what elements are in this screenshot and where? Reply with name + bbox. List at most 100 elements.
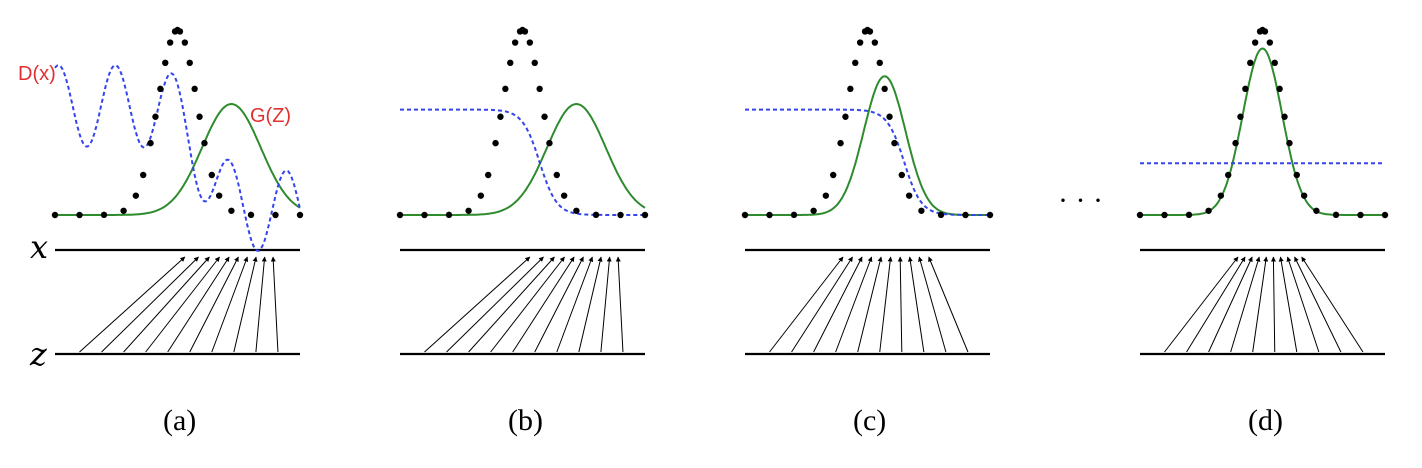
data-distribution-point	[132, 192, 140, 199]
mapping-arrow	[255, 256, 267, 353]
data-distribution-point	[546, 139, 553, 147]
data-distribution-point	[272, 211, 279, 219]
generator-density-curve	[1140, 47, 1385, 216]
mapping-arrow	[791, 256, 853, 353]
mapping-arrow	[123, 256, 210, 353]
data-distribution-point	[876, 59, 883, 67]
data-distribution-point	[962, 211, 969, 219]
data-distribution-point	[181, 39, 189, 46]
panel-caption: (b)	[508, 404, 543, 437]
data-distribution-point	[208, 171, 215, 179]
data-distribution-point	[162, 59, 169, 67]
mapping-arrow	[918, 256, 947, 353]
mapping-arrow	[615, 256, 624, 353]
mapping-arrow	[928, 256, 969, 353]
data-distribution-point	[856, 39, 864, 46]
mapping-arrow	[233, 256, 258, 353]
data-distribution-point	[1205, 207, 1212, 214]
data-distribution-point	[536, 85, 543, 93]
mapping-arrow	[167, 256, 230, 353]
mapping-arrow	[1208, 256, 1253, 353]
data-distribution-point	[1286, 139, 1293, 147]
discriminator-curve	[400, 108, 645, 216]
data-distribution-point	[485, 171, 492, 179]
data-distribution-point	[120, 207, 127, 214]
panel-d: (d)	[1136, 26, 1389, 437]
data-distribution-point	[201, 139, 208, 147]
mapping-arrow	[512, 256, 575, 353]
generator-density-curve	[400, 102, 646, 216]
data-distribution-point	[741, 211, 749, 219]
data-distribution-point	[1293, 171, 1301, 179]
data-distribution-point	[852, 59, 859, 67]
data-distribution-point	[215, 192, 223, 199]
mapping-arrow	[907, 256, 925, 353]
mapping-arrow	[879, 256, 893, 353]
panel-c: (c)	[741, 26, 994, 437]
data-distribution-point	[1225, 171, 1232, 179]
data-distribution-point	[790, 211, 798, 219]
data-distribution-point	[560, 192, 568, 199]
generator-density-curve	[55, 102, 301, 216]
data-distribution-point	[1217, 192, 1225, 199]
data-distribution-point	[822, 192, 830, 199]
data-distribution-point	[937, 211, 945, 219]
data-distribution-point	[766, 211, 773, 219]
data-distribution-point	[526, 39, 534, 46]
data-distribution-point	[502, 85, 509, 93]
data-distribution-point	[830, 171, 837, 179]
mapping-arrow	[1186, 256, 1246, 353]
data-distribution-point	[1381, 211, 1389, 219]
discriminator-annotation: D(x)	[18, 63, 56, 85]
data-distribution-point	[1161, 211, 1168, 219]
data-distribution-point	[247, 211, 255, 219]
data-distribution-point	[918, 207, 925, 214]
mapping-arrow	[211, 256, 249, 353]
data-distribution-point	[1357, 211, 1364, 219]
data-distribution-point	[1247, 59, 1254, 67]
data-distribution-point	[1232, 139, 1239, 147]
data-distribution-point	[1332, 211, 1340, 219]
mapping-arrow	[556, 256, 594, 353]
data-distribution-point	[810, 207, 817, 214]
mapping-arrow	[1252, 256, 1269, 353]
mapping-arrow	[769, 256, 844, 353]
data-distribution-point	[1242, 85, 1249, 93]
ellipsis: · · ·	[1058, 184, 1103, 217]
mapping-arrow	[446, 256, 544, 353]
data-distribution-point	[1185, 211, 1193, 219]
data-distribution-point	[837, 139, 844, 147]
mapping-arrow	[600, 256, 612, 353]
generator-annotation: G(Z)	[250, 105, 291, 127]
data-distribution-point	[140, 171, 147, 179]
data-distribution-point	[573, 207, 580, 214]
mapping-arrow	[897, 256, 903, 353]
mapping-arrow	[813, 256, 863, 353]
panel-b: (b)	[396, 26, 649, 437]
discriminator-curve	[54, 64, 301, 252]
data-distribution-point	[1261, 28, 1269, 35]
data-distribution-point	[1300, 192, 1308, 199]
mapping-arrow	[1164, 256, 1239, 353]
panel-caption: (d)	[1248, 404, 1283, 437]
data-distribution-point	[1276, 85, 1283, 93]
data-distribution-point	[617, 211, 624, 219]
mapping-arrow	[424, 256, 531, 353]
data-distribution-point	[986, 211, 994, 219]
panel-a: (a)	[51, 26, 304, 437]
mapping-arrow	[857, 256, 883, 353]
data-distribution-point	[492, 139, 499, 147]
data-distribution-point	[531, 59, 538, 67]
data-distribution-point	[886, 113, 893, 120]
data-distribution-point	[465, 207, 472, 214]
data-distribution-point	[186, 59, 193, 67]
data-distribution-point	[166, 39, 174, 46]
data-distribution-point	[592, 211, 600, 219]
data-distribution-point	[76, 211, 83, 219]
mapping-arrow	[1286, 256, 1320, 353]
data-distribution-point	[1281, 113, 1288, 120]
data-distribution-point	[147, 139, 154, 147]
mapping-arrow	[1270, 256, 1276, 353]
data-distribution-point	[100, 211, 108, 219]
